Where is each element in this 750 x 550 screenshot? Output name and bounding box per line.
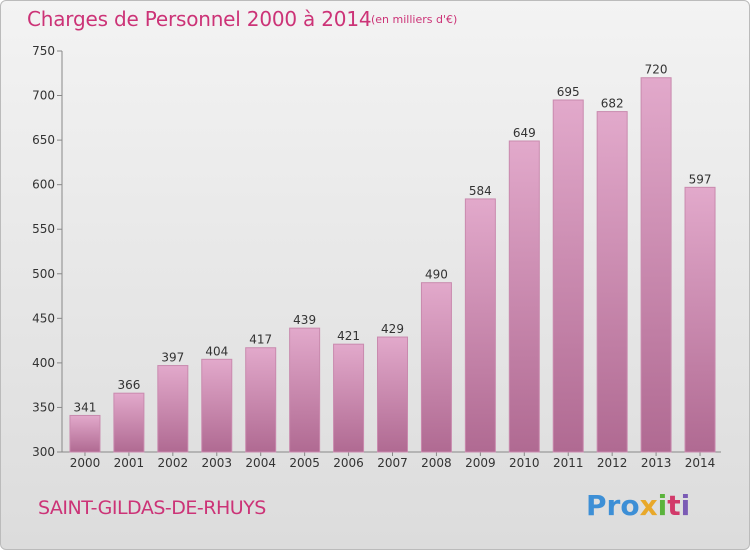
logo-part: t	[667, 489, 681, 522]
value-label: 682	[601, 97, 624, 111]
value-label: 439	[293, 313, 316, 327]
value-label: 584	[469, 184, 492, 198]
x-tick-label: 2004	[245, 456, 276, 470]
proxiti-logo: Proxiti	[586, 489, 690, 522]
commune-name: SAINT-GILDAS-DE-RHUYS	[38, 497, 266, 519]
x-tick-label: 2011	[553, 456, 584, 470]
bar-2007	[377, 336, 408, 453]
bar-2002	[157, 365, 189, 453]
bar-2000	[69, 414, 101, 453]
x-tick-label: 2007	[377, 456, 408, 470]
value-label: 397	[161, 351, 184, 365]
axes: 300 350 400 450 500 550 600 650 700 750	[32, 44, 721, 459]
value-label: 417	[249, 333, 272, 347]
value-label: 649	[513, 126, 536, 140]
x-tick-label: 2006	[333, 456, 364, 470]
value-label: 695	[557, 85, 580, 99]
chart-title: Charges de Personnel 2000 à 2014	[27, 7, 372, 31]
value-label: 720	[645, 63, 668, 77]
bar-2013	[640, 77, 672, 453]
y-tick-label: 600	[32, 178, 55, 192]
y-tick-label: 550	[32, 222, 55, 236]
x-tick-label: 2014	[685, 456, 716, 470]
x-tick-label: 2002	[158, 456, 189, 470]
bar-2011	[552, 99, 584, 453]
value-label: 490	[425, 268, 448, 282]
y-tick-label: 450	[32, 311, 55, 325]
x-tick-label: 2001	[114, 456, 145, 470]
bar-2004	[245, 347, 277, 453]
value-label: 341	[74, 400, 97, 414]
logo-part: i	[680, 489, 691, 522]
x-tick-label: 2009	[465, 456, 496, 470]
x-tick-label: 2010	[509, 456, 540, 470]
logo-part: x	[639, 489, 658, 522]
unit-note: (en milliers d'€)	[371, 13, 458, 26]
bar-2014	[684, 186, 716, 453]
x-tick-label: 2005	[289, 456, 320, 470]
bar-2001	[113, 392, 145, 453]
value-label: 366	[117, 378, 140, 392]
y-tick-label: 700	[32, 89, 55, 103]
x-tick-label: 2003	[201, 456, 232, 470]
bar-2006	[333, 343, 365, 453]
x-tick-label: 2012	[597, 456, 628, 470]
bar-2012	[596, 111, 628, 453]
value-label: 597	[689, 172, 712, 186]
labels-group: 341 2000 366 2001 397 2002 404 2003 417 2004 439 20…	[70, 63, 716, 470]
value-label: 429	[381, 322, 404, 336]
logo-part: Pro	[586, 489, 640, 522]
value-label: 404	[205, 344, 228, 358]
y-tick-label: 650	[32, 133, 55, 147]
bars-group	[69, 77, 716, 453]
logo-part: i	[657, 489, 668, 522]
bar-2009	[464, 198, 496, 453]
y-tick-label: 300	[32, 445, 55, 459]
x-tick-label: 2000	[70, 456, 101, 470]
y-tick-label: 750	[32, 44, 55, 58]
y-tick-label: 500	[32, 267, 55, 281]
bar-2005	[289, 327, 321, 453]
bar-2003	[201, 358, 233, 453]
bar-2008	[420, 282, 452, 453]
y-tick-label: 350	[32, 400, 55, 414]
x-tick-label: 2013	[641, 456, 672, 470]
x-tick-label: 2008	[421, 456, 452, 470]
bar-2010	[508, 140, 540, 453]
value-label: 421	[337, 329, 360, 343]
y-tick-label: 400	[32, 356, 55, 370]
